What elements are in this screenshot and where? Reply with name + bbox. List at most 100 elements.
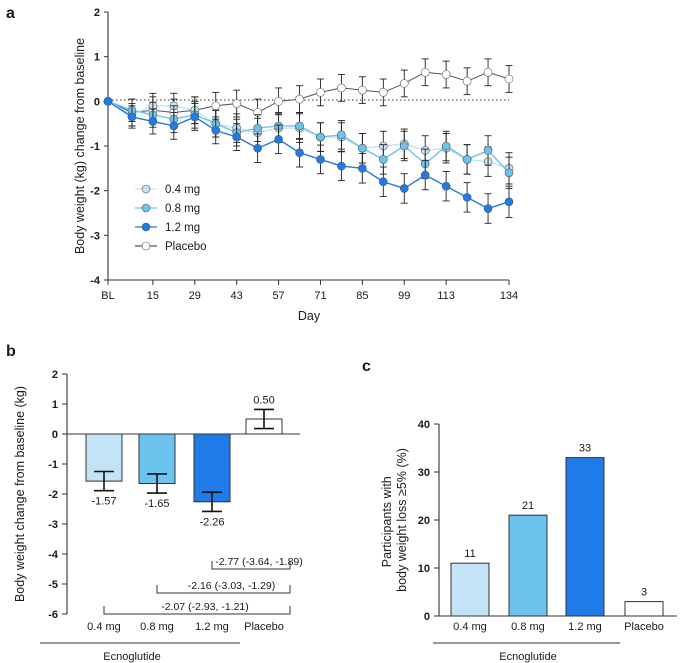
data-point [295,121,304,131]
panel-a-y-tick-label: 1 [94,52,100,64]
panel-c-y-tick-label: 20 [418,515,430,527]
panel-a-series-0-8-mg [103,97,514,189]
data-point [420,170,430,180]
comparison-label: -2.07 (-2.93, -1.21) [161,601,249,613]
data-point [504,197,514,207]
legend-marker [141,184,151,194]
panel-c-bar-group: 33 [565,443,605,617]
panel-a-y-tick-label: 2 [94,7,100,19]
panel-b-group-label: Ecnoglutide [103,651,161,663]
panel-c-y-tick-label: 40 [418,419,430,431]
panel-c-category-label: 0.4 mg [453,621,487,633]
panel-a-y-tick-label: -3 [90,230,100,242]
data-point [274,97,283,106]
panel-b-y-tick-label: -6 [48,609,58,621]
panel-c-bar [624,601,664,617]
data-point [379,88,388,97]
legend-marker [141,222,151,232]
panel-b-category-label: 0.8 mg [140,621,174,633]
panel-a-series-1-2-mg [103,97,514,224]
data-point [253,123,262,133]
panel-c-y-tick-label: 10 [418,563,430,575]
data-point [358,164,367,173]
panel-b-y-axis-label: Body weight change from baseline (kg) [13,386,27,602]
panel-label-a: a [6,5,15,22]
legend-label: Placebo [165,241,207,253]
legend-label: 0.8 mg [165,203,200,215]
panel-a-legend: 0.4 mg 0.8 mg 1.2 mg Placebo [135,184,207,253]
legend-label: 0.4 mg [165,184,200,196]
panel-label-c: c [362,358,371,375]
panel-b-value-label: -1.65 [144,498,169,510]
panel-a-x-tick-label: 15 [147,290,159,302]
data-point [232,132,241,142]
data-point [316,132,325,142]
panel-a-y-tick-label: -1 [90,141,100,153]
data-point [337,130,346,140]
panel-b-bar-group: -1.65 [138,433,176,510]
panel-b-comparison-bracket: -2.77 (-3.64, -1.89) [211,556,303,570]
panel-label-b: b [6,343,16,360]
data-point [420,68,430,77]
data-point [462,76,472,86]
data-point [232,99,241,108]
panel-b: b 2 1 0 -1 -2 -3 -4 -5 -6 Body weight change fro… [6,343,303,663]
panel-a-x-tick-label: BL [101,290,114,302]
panel-b-value-label: -2.26 [199,516,224,528]
data-point [399,141,409,151]
panel-a-x-tick-label: 85 [356,290,368,302]
panel-a-x-tick-label: 29 [189,290,201,302]
panel-b-y-tick-label: -3 [48,519,58,531]
panel-a-x-tick-label: 113 [437,290,455,302]
panel-a-x-tick-label: 134 [500,290,518,302]
panel-b-category-label: 0.4 mg [87,621,121,633]
panel-b-y-tick-label: -1 [48,459,58,471]
panel-b-category-label: Placebo [244,621,284,633]
bracket-line [211,561,291,570]
data-point [504,74,514,84]
panel-c-value-label: 11 [464,548,475,560]
panel-b-y-tick-label: 0 [52,429,58,441]
data-point [483,204,493,213]
panel-b-y-tick-label: 1 [52,399,58,411]
legend-marker [141,241,151,251]
comparison-label: -2.16 (-3.03, -1.29) [188,580,276,592]
data-point [253,143,262,153]
data-point [441,181,451,191]
panel-c-bar [450,562,490,617]
panel-c-bar-group: 3 [624,587,664,617]
data-point [358,143,367,153]
data-point [190,112,200,122]
panel-c-y-tick-label: 30 [418,467,430,479]
panel-b-bar [193,433,231,503]
data-point [483,146,493,155]
panel-c-bar [565,457,605,617]
data-point [316,155,325,164]
series-line [107,100,510,170]
panel-c-value-label: 21 [522,500,534,512]
panel-b-bar-group: -1.57 [85,433,123,508]
legend-item: 0.8 mg [135,203,200,215]
panel-b-category-label: 1.2 mg [195,621,229,633]
data-point [483,68,493,77]
legend-item: Placebo [135,241,207,253]
data-point [399,79,409,88]
data-point [148,117,158,126]
panel-c-y-tick-label: 0 [424,611,430,623]
data-point [462,155,472,164]
data-point [127,112,137,122]
data-point [103,97,113,106]
data-point [169,121,179,131]
legend-label: 1.2 mg [165,222,200,234]
comparison-label: -2.77 (-3.64, -1.89) [215,556,303,568]
panel-a-x-tick-label: 99 [398,290,410,302]
panel-a-x-tick-label: 43 [231,290,243,302]
data-point [441,70,451,79]
panel-c-bar [508,514,548,617]
data-point [211,101,221,111]
panel-b-y-tick-label: -5 [48,579,58,591]
data-point [462,193,472,202]
panel-a-y-axis-label: Body weight (kg) change from baseline [73,38,87,254]
data-point [211,126,221,135]
